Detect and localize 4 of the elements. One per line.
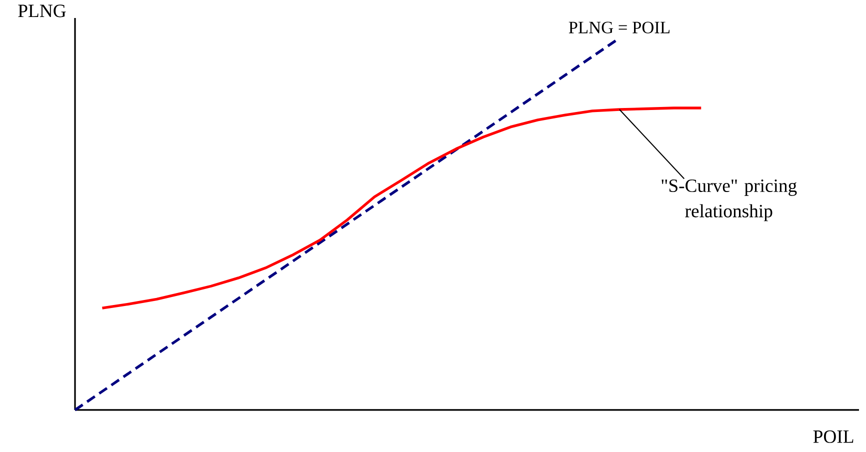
annotation: "S-Curve" pricing relationship [662,180,797,222]
x-axis-title: POIL [813,430,854,443]
y-axis-title: PLNG [18,4,66,18]
series-label: PLNG = POIL [568,22,670,34]
